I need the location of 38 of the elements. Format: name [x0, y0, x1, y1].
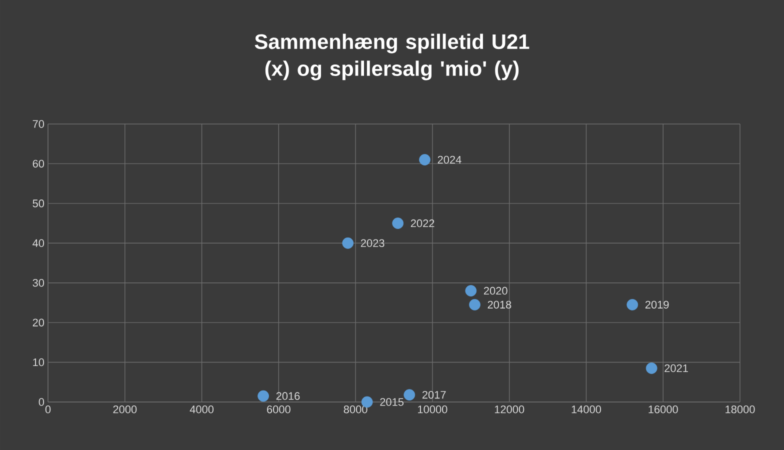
- point: [465, 285, 477, 296]
- y-tick-label: 40: [32, 239, 44, 248]
- annotation: 2016: [276, 392, 300, 400]
- x-tick-label: 14000: [572, 406, 602, 414]
- point: [646, 362, 658, 374]
- annotation: 2017: [422, 390, 446, 399]
- x-tick-label: 18000: [726, 406, 755, 414]
- y-tick-label: 50: [32, 200, 44, 208]
- point: [404, 389, 416, 401]
- annotation: 2020: [484, 286, 508, 295]
- annotation: 2023: [360, 239, 384, 248]
- y-tick-label: 20: [32, 318, 44, 326]
- point: [258, 390, 269, 402]
- x-tick-label: 12000: [494, 406, 524, 414]
- annotation: 2018: [488, 300, 512, 309]
- annotation: 2021: [664, 364, 688, 372]
- x-tick-label: 16000: [648, 406, 678, 414]
- point: [419, 154, 430, 166]
- x-tick-label: 8000: [344, 406, 368, 414]
- annotation: 2019: [645, 300, 669, 309]
- x-tick-label: 0: [45, 406, 51, 414]
- y-tick-label: 60: [32, 160, 44, 168]
- annotation: 2022: [410, 219, 434, 228]
- point: [342, 237, 354, 249]
- x-tick-label: 4000: [190, 406, 214, 414]
- x-tick-label: 10000: [418, 406, 448, 414]
- point: [392, 218, 404, 229]
- y-tick-label: 0: [38, 398, 44, 406]
- x-tick-label: 6000: [267, 406, 290, 414]
- annotation: 2015: [380, 398, 404, 406]
- x-tick-label: 2000: [113, 406, 137, 414]
- y-tick-label: 70: [32, 120, 44, 128]
- annotation: 2024: [438, 156, 462, 164]
- point: [626, 299, 638, 310]
- point: [469, 299, 480, 310]
- chart-title: Sammenhæng spilletid U21 (x) og spillersalg 'mio' (y): [254, 34, 530, 80]
- y-tick-label: 30: [32, 278, 44, 287]
- y-tick-label: 10: [33, 358, 44, 366]
